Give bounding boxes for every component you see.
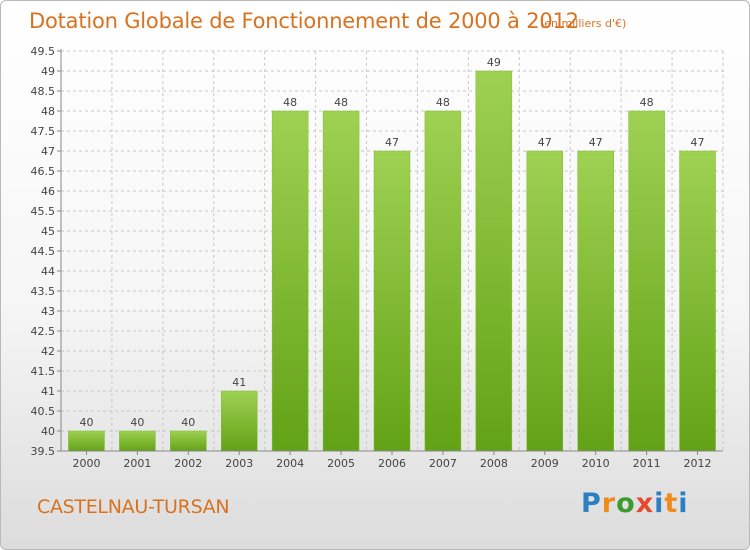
y-tick-label: 43 xyxy=(41,305,55,318)
bar-2000 xyxy=(68,430,105,452)
bar-2008 xyxy=(475,70,513,452)
y-tick-label: 43.5 xyxy=(31,285,56,298)
value-label: 40 xyxy=(79,416,93,429)
x-tick-label: 2012 xyxy=(684,457,712,470)
bar-2004 xyxy=(271,110,309,452)
y-tick-label: 47.5 xyxy=(31,125,56,138)
bar-2011 xyxy=(628,110,665,452)
y-tick-label: 48 xyxy=(41,105,55,118)
value-label: 47 xyxy=(385,136,399,149)
y-tick-label: 39.5 xyxy=(31,445,56,458)
x-tick-label: 2001 xyxy=(123,457,151,470)
logo-letter: o xyxy=(616,488,636,519)
x-tick-label: 2010 xyxy=(582,457,610,470)
value-label: 40 xyxy=(181,416,195,429)
bars: 40 40 40 41 48 48 47 48 49 47 47 48 47 xyxy=(68,56,716,452)
value-label: 48 xyxy=(640,96,654,109)
value-label: 41 xyxy=(232,376,246,389)
y-tick-label: 49.5 xyxy=(31,45,56,58)
bar-2012 xyxy=(679,150,716,452)
x-tick-label: 2006 xyxy=(378,457,406,470)
value-label: 47 xyxy=(589,136,603,149)
proxiti-logo[interactable]: Proxiti xyxy=(581,488,689,519)
y-tick-label: 41 xyxy=(41,385,55,398)
y-tick-label: 46.5 xyxy=(31,165,56,178)
logo-letter: r xyxy=(601,488,617,519)
y-tick-label: 46 xyxy=(41,185,55,198)
y-tick-label: 49 xyxy=(41,65,55,78)
y-tick-label: 47 xyxy=(41,145,55,158)
value-label: 48 xyxy=(436,96,450,109)
x-tick-label: 2007 xyxy=(429,457,457,470)
commune-name: CASTELNAU-TURSAN xyxy=(37,496,230,518)
y-tick-label: 45.5 xyxy=(31,205,56,218)
logo-letter: i xyxy=(678,488,689,519)
x-tick-label: 2002 xyxy=(174,457,202,470)
logo-letter: P xyxy=(581,488,602,519)
value-label: 47 xyxy=(691,136,705,149)
value-label: 40 xyxy=(130,416,144,429)
bar-2005 xyxy=(322,110,360,452)
bar-2001 xyxy=(119,430,156,452)
x-tick-label: 2004 xyxy=(276,457,304,470)
y-tick-label: 40 xyxy=(41,425,55,438)
bar-2010 xyxy=(577,150,614,452)
y-tick-label: 41.5 xyxy=(31,365,56,378)
x-tick-label: 2003 xyxy=(225,457,253,470)
y-tick-label: 42 xyxy=(41,345,55,358)
x-tick-label: 2009 xyxy=(531,457,559,470)
y-tick-label: 48.5 xyxy=(31,85,56,98)
value-label: 48 xyxy=(334,96,348,109)
y-tick-label: 44.5 xyxy=(31,245,56,258)
bar-2003 xyxy=(220,390,258,452)
chart-title: Dotation Globale de Fonctionnement de 20… xyxy=(29,9,579,33)
x-tick-label: 2011 xyxy=(633,457,661,470)
bar-2006 xyxy=(373,150,411,452)
logo-letter: x xyxy=(635,488,655,519)
x-tick-label: 2005 xyxy=(327,457,355,470)
logo-letter: t xyxy=(664,488,679,519)
value-label: 49 xyxy=(487,56,501,69)
chart-unit: (en milliers d'€) xyxy=(540,17,627,30)
bar-2009 xyxy=(526,150,564,452)
value-label: 47 xyxy=(538,136,552,149)
y-tick-label: 40.5 xyxy=(31,405,56,418)
y-tick-label: 45 xyxy=(41,225,55,238)
axes: 39.5 40 40.5 41 41.5 42 42.5 43 43.5 44 44.5 45 45.5… xyxy=(31,45,723,470)
bar-2007 xyxy=(424,110,462,452)
logo-letter: i xyxy=(654,488,665,519)
value-label: 48 xyxy=(283,96,297,109)
bar-2002 xyxy=(170,430,207,452)
x-tick-label: 2008 xyxy=(480,457,508,470)
y-tick-label: 44 xyxy=(41,265,55,278)
x-tick-label: 2000 xyxy=(72,457,100,470)
y-tick-label: 42.5 xyxy=(31,325,56,338)
